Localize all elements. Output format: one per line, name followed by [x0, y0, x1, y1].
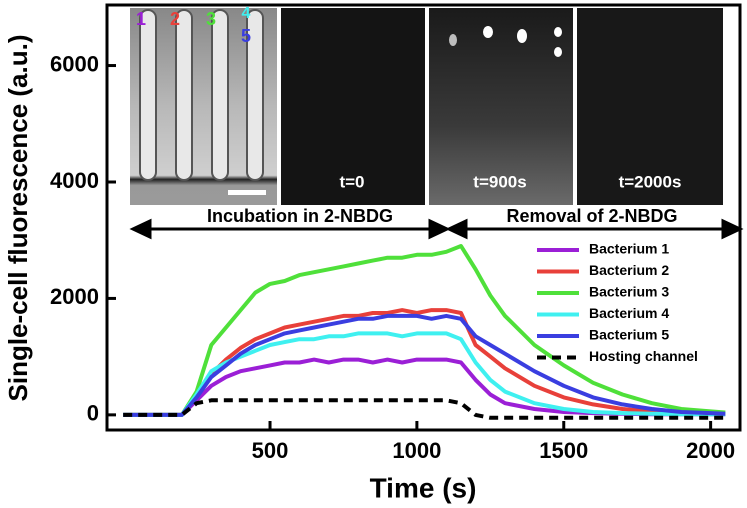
arrows [129, 218, 744, 240]
legend-label: Bacterium 5 [589, 327, 669, 343]
x-axis-title: Time (s) [370, 472, 477, 503]
annotation: t=0 [339, 172, 364, 191]
annotation: 5 [241, 26, 251, 46]
series-line [123, 244, 726, 417]
annotation: t=900s [473, 172, 526, 191]
annotation: Removal of 2-NBDG [506, 206, 677, 226]
legend-label: Bacterium 2 [589, 262, 669, 278]
annotation: t=2000s [619, 172, 682, 191]
y-tick-label: 0 [87, 401, 99, 426]
legend-label: Bacterium 4 [589, 305, 669, 321]
annotation: 2 [170, 9, 180, 29]
inset-t0 [281, 8, 425, 205]
series-line [123, 398, 726, 420]
y-tick-label: 2000 [50, 284, 99, 309]
annotation: 4 [242, 5, 251, 22]
annotation: 3 [206, 9, 216, 29]
inset-t2000 [577, 8, 723, 205]
y-tick-label: 4000 [50, 168, 99, 193]
plot-frame [105, 3, 742, 432]
inset-images [130, 8, 723, 205]
channels [139, 9, 264, 181]
legend-label: Bacterium 3 [589, 284, 669, 300]
x-tick-label: 1000 [392, 438, 441, 463]
y-axis-title: Single-cell fluorescence (a.u.) [3, 35, 33, 402]
legend-label: Hosting channel [589, 348, 698, 364]
scale-bar [228, 190, 266, 195]
x-tick-label: 1500 [539, 438, 588, 463]
x-tick-label: 500 [252, 438, 289, 463]
legend-label: Bacterium 1 [589, 241, 669, 257]
series-line [123, 313, 726, 417]
bright-spots [449, 26, 562, 57]
y-tick-label: 6000 [50, 51, 99, 76]
x-tick-label: 2000 [686, 438, 735, 463]
annotation: 1 [136, 9, 146, 29]
series-line [123, 308, 726, 417]
annotation: Incubation in 2-NBDG [207, 206, 393, 226]
